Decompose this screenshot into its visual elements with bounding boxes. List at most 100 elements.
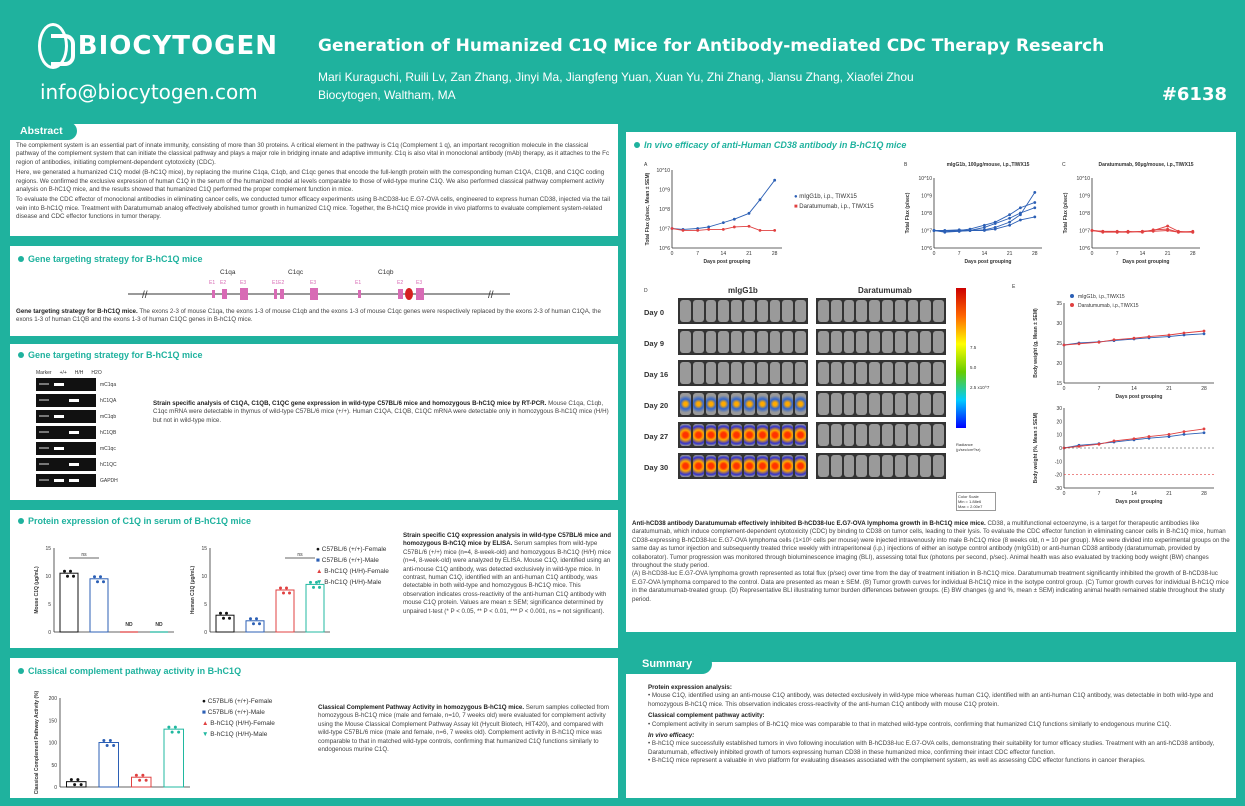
efficacy-heading: In vivo efficacy of anti-Human CD38 anti… [634, 140, 906, 150]
bli-image-strip [816, 391, 946, 417]
mouse-image [856, 455, 868, 477]
data-point [1008, 216, 1011, 220]
contact-email[interactable]: info@biocytogen.com [40, 80, 258, 104]
mouse-image [843, 424, 855, 446]
gel-row [36, 426, 96, 439]
legend-item: ▲ B-hC1Q (H/H)-Female [202, 720, 275, 727]
data-point [1167, 432, 1171, 436]
bli-image-strip [678, 298, 808, 324]
mouse-image [795, 424, 806, 446]
y-axis-label: Body weight (g, Mean ± SEM) [1033, 308, 1039, 378]
summary-h1: Protein expression analysis: [648, 684, 732, 691]
mouse-image [907, 393, 919, 415]
mouse-image [818, 393, 829, 415]
gene-expression-heading: Gene targeting strategy for B-hC1Q mice [18, 350, 203, 360]
legend-label: Daratumumab, i.p.,TIWX15 [1078, 303, 1139, 309]
gel-band [69, 479, 79, 482]
bar [163, 728, 184, 788]
mouse-image [881, 393, 893, 415]
x-tick-label: 21 [1165, 251, 1171, 257]
chart-title: mIgG1b, 100μg/mouse, i.p.,TIWX15 [947, 162, 1030, 168]
mouse-image [843, 362, 855, 384]
y-tick-label: 10^8 [1079, 211, 1090, 217]
svg-text:E2: E2 [397, 280, 403, 286]
y-axis-label: Mouse C1Q (μg/mL) [34, 566, 40, 614]
colorbar-ticks: 7.5 5.0 2.5 x10^7 [970, 345, 990, 390]
gel-row [36, 410, 96, 423]
mouse-image [907, 362, 919, 384]
gene-strategy-heading: Gene targeting strategy for B-hC1Q mice [18, 254, 203, 264]
gel-band [54, 383, 64, 386]
data-point [1019, 218, 1022, 222]
data-point [993, 222, 997, 225]
data-point [99, 575, 102, 579]
gel-band [69, 431, 79, 434]
mouse-image [818, 362, 829, 384]
data-point [732, 217, 736, 221]
y-tick-label: 100 [49, 741, 58, 747]
mouse-image [933, 424, 944, 446]
authors-block: Mari Kuraguchi, Ruili Lv, Zan Zhang, Jin… [318, 68, 914, 104]
data-point [1182, 430, 1186, 434]
mouse-image [692, 362, 704, 384]
data-point [288, 591, 291, 595]
y-tick-label: 0 [54, 785, 57, 791]
authors: Mari Kuraguchi, Ruili Lv, Zan Zhang, Jin… [318, 70, 914, 84]
bli-image-strip [678, 329, 808, 355]
legend-item: ▼ B-hC1Q (H/H)-Male [202, 731, 268, 738]
complement-chart: 0 50 100 150 200 Classical Complement Pathway… [34, 690, 190, 794]
bar [66, 781, 87, 788]
mouse-image [705, 424, 717, 446]
gel-column-labels: Marker +/+ H/H H2O [36, 370, 102, 376]
data-point [1141, 229, 1144, 233]
y-tick-label: 20 [1056, 361, 1062, 367]
bar [215, 614, 235, 633]
bli-image-strip [816, 453, 946, 479]
data-point [73, 783, 77, 787]
y-tick-label: 10^10 [1077, 176, 1091, 182]
mouse-image [881, 362, 893, 384]
panel-letter: B [904, 162, 908, 168]
flux-chart-b: 10^6 10^7 10^8 10^9 10^10 0 7 14 21 28 Days post g… [904, 162, 1042, 265]
summary-heading: Summary [622, 654, 713, 674]
logo-icon [38, 23, 75, 69]
data-point [1182, 331, 1186, 335]
legend-item: ▲ B-hC1Q (H/H)-Female [316, 568, 389, 575]
mouse-image [769, 331, 781, 353]
mouse-image [920, 362, 932, 384]
abstract-panel: Abstract The complement system is an ess… [6, 122, 618, 236]
svg-text:E3: E3 [240, 280, 246, 286]
mouse-image [830, 393, 842, 415]
data-point [72, 574, 75, 578]
data-point [670, 227, 674, 230]
mouse-image [743, 362, 755, 384]
mouse-image [830, 300, 842, 322]
mouse-image [869, 300, 880, 322]
x-axis-label: Days post grouping [1116, 499, 1163, 505]
mouse-image [743, 300, 755, 322]
y-tick-label: 0 [204, 630, 207, 636]
nd-label: ND [125, 622, 133, 628]
legend-marker [1070, 294, 1074, 298]
mouse-image [894, 331, 906, 353]
gel-row-label: hC1QB [100, 430, 117, 436]
mouse-image [705, 300, 717, 322]
data-point [93, 575, 96, 579]
data-point [134, 773, 138, 777]
mouse-image [756, 393, 768, 415]
data-point [252, 622, 255, 626]
summary-b1: • Mouse C1Q, identified using an anti-mo… [648, 692, 1214, 708]
gene-label-c1qc: C1qc [288, 269, 304, 276]
x-tick-label: 21 [1166, 386, 1172, 392]
data-point [1182, 333, 1186, 337]
bar [275, 589, 295, 633]
bar [131, 776, 152, 788]
data-point [318, 585, 321, 589]
summary-b3b: • B-hC1Q mice represent a valuable in vi… [648, 757, 1146, 765]
gel-image: mC1qa hC1QA mC1qb hC1QB mC1qc hC1QC GAPDH [36, 378, 156, 490]
data-point [1097, 442, 1101, 446]
mouse-image [881, 300, 893, 322]
data-point [968, 229, 972, 232]
mouse-image [933, 362, 944, 384]
svg-text:E1E2: E1E2 [272, 280, 284, 286]
